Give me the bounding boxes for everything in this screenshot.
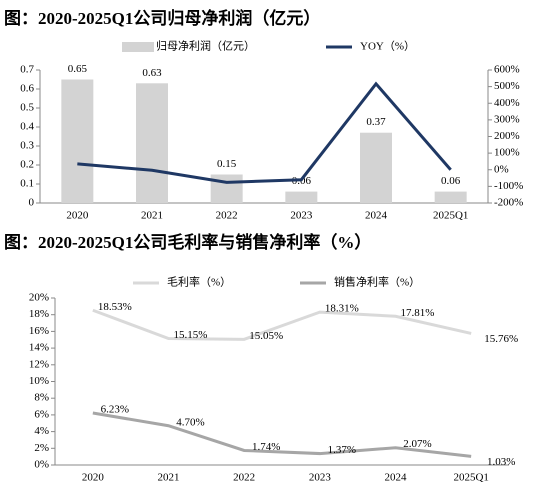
x-tick-label: 2023 <box>309 472 332 484</box>
data-label: 2.07% <box>403 438 431 450</box>
x-tick-label: 2020 <box>82 472 105 484</box>
legend-label: 毛利率（%） <box>167 275 231 289</box>
x-tick-label: 2022 <box>216 210 238 222</box>
y-tick-label: 16% <box>29 325 49 337</box>
chart-title: 图：2020-2025Q1公司归母净利润（亿元） <box>4 8 320 28</box>
y-tick-label: 0 <box>29 197 35 209</box>
x-tick-label: 2021 <box>158 472 180 484</box>
y2-tick-label: 100% <box>494 147 520 159</box>
y2-tick-label: 400% <box>494 97 520 109</box>
y-tick-label: 2% <box>34 442 49 454</box>
data-label: 0.63 <box>142 67 162 79</box>
x-tick-label: 2020 <box>66 210 89 222</box>
y2-tick-label: 600% <box>494 64 520 76</box>
data-label: 1.03% <box>487 456 515 468</box>
y2-tick-label: 500% <box>494 80 520 92</box>
y-tick-label: 0.3 <box>20 140 34 152</box>
y-tick-label: 0% <box>34 459 49 471</box>
bar <box>210 174 243 203</box>
data-label: 6.23% <box>101 404 129 416</box>
bar <box>360 132 392 203</box>
y-tick-label: 0.1 <box>20 178 34 190</box>
data-label: 1.74% <box>252 441 280 453</box>
data-label: 0.65 <box>68 63 88 75</box>
y2-tick-label: -100% <box>494 180 523 192</box>
y-tick-label: 4% <box>34 425 49 437</box>
legend-label: YOY（%） <box>360 40 415 53</box>
data-label: 15.05% <box>249 330 283 342</box>
data-label: 0.15 <box>217 158 237 170</box>
line <box>92 308 472 341</box>
y-tick-label: 20% <box>29 292 49 304</box>
y-tick-label: 14% <box>29 342 49 354</box>
bar <box>285 191 318 203</box>
chart-title: 图：2020-2025Q1公司毛利率与销售净利率（%） <box>4 232 371 252</box>
x-tick-label: 2024 <box>365 210 388 222</box>
bar <box>434 191 467 203</box>
y-tick-label: 0.6 <box>20 83 34 95</box>
x-tick-label: 2025Q1 <box>453 472 488 484</box>
line <box>77 81 452 184</box>
bar <box>136 83 168 203</box>
x-tick-label: 2021 <box>141 210 163 222</box>
y2-tick-label: 200% <box>494 130 520 142</box>
data-label: 0.06 <box>441 175 461 187</box>
line <box>92 411 472 458</box>
data-label: 15.76% <box>484 333 518 345</box>
y-tick-label: 0.2 <box>20 159 34 171</box>
y-tick-label: 0.5 <box>20 102 34 114</box>
y2-tick-label: -200% <box>494 197 523 209</box>
legend-swatch <box>122 42 154 52</box>
y-tick-label: 8% <box>34 392 49 404</box>
x-tick-label: 2025Q1 <box>433 210 468 222</box>
y2-tick-label: 300% <box>494 113 520 125</box>
x-tick-label: 2022 <box>233 472 255 484</box>
legend-label: 归母净利润（亿元） <box>156 39 255 53</box>
x-tick-label: 2023 <box>290 210 313 222</box>
y2-tick-label: 0% <box>494 163 509 175</box>
y-tick-label: 12% <box>29 358 49 370</box>
y-tick-label: 6% <box>34 408 49 420</box>
y-tick-label: 18% <box>29 308 49 320</box>
y-tick-label: 0.4 <box>20 121 34 133</box>
data-label: 15.15% <box>174 329 208 341</box>
x-tick-label: 2024 <box>385 472 408 484</box>
legend-label: 销售净利率（%） <box>334 275 420 289</box>
y-tick-label: 0.7 <box>20 64 34 76</box>
bar <box>61 79 94 203</box>
data-label: 1.37% <box>328 444 356 456</box>
data-label: 18.31% <box>325 303 359 315</box>
data-label: 17.81% <box>401 307 435 319</box>
data-label: 0.37 <box>366 116 386 128</box>
data-label: 4.70% <box>176 416 204 428</box>
data-label: 18.53% <box>98 301 132 313</box>
y-tick-label: 10% <box>29 375 49 387</box>
